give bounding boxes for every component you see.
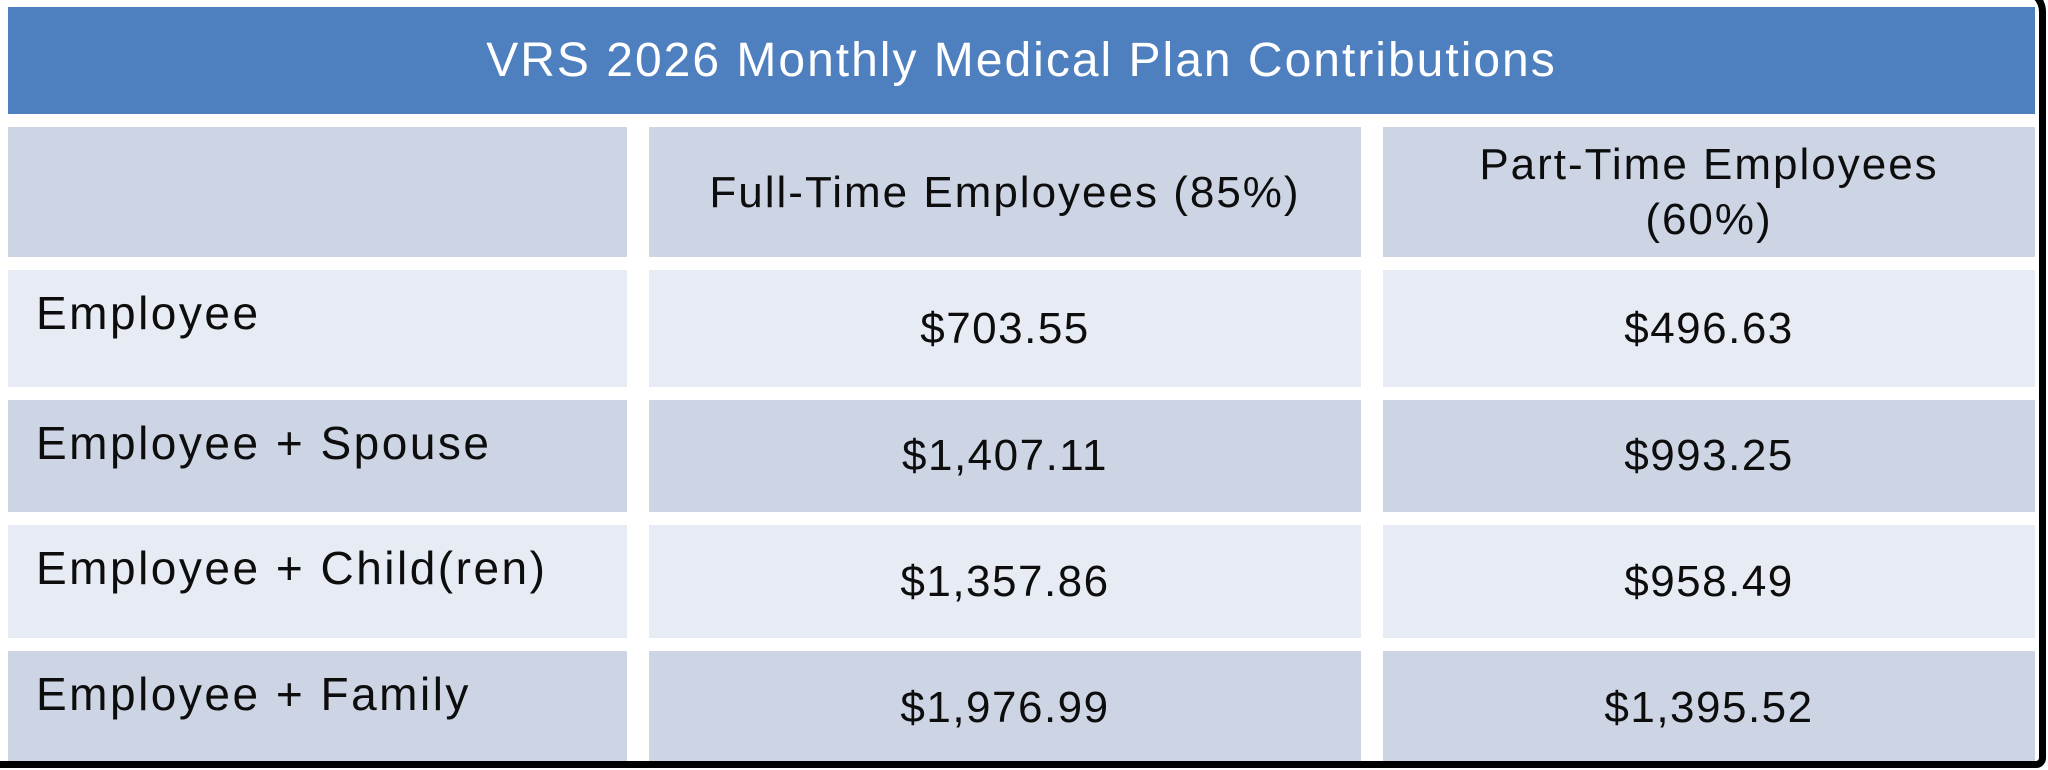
value-employee-family-part-time: $1,395.52: [1383, 651, 2035, 764]
corner-cell: [8, 127, 627, 257]
value-employee-spouse-full-time: $1,407.11: [649, 400, 1361, 512]
value-employee-family-full-time: $1,976.99: [649, 651, 1361, 764]
row-label-employee: Employee: [8, 270, 627, 387]
value-employee-spouse-part-time: $993.25: [1383, 400, 2035, 512]
value-employee-part-time: $496.63: [1383, 270, 2035, 387]
value-employee-children-part-time: $958.49: [1383, 525, 2035, 638]
row-label-employee-spouse: Employee + Spouse: [8, 400, 627, 512]
row-label-employee-children: Employee + Child(ren): [8, 525, 627, 638]
table-title: VRS 2026 Monthly Medical Plan Contributi…: [8, 7, 2035, 114]
contributions-table: VRS 2026 Monthly Medical Plan Contributi…: [8, 7, 2037, 764]
column-header-part-time: Part-Time Employees (60%): [1383, 127, 2035, 257]
row-label-employee-family: Employee + Family: [8, 651, 627, 764]
value-employee-children-full-time: $1,357.86: [649, 525, 1361, 638]
column-header-full-time: Full-Time Employees (85%): [649, 127, 1361, 257]
value-employee-full-time: $703.55: [649, 270, 1361, 387]
